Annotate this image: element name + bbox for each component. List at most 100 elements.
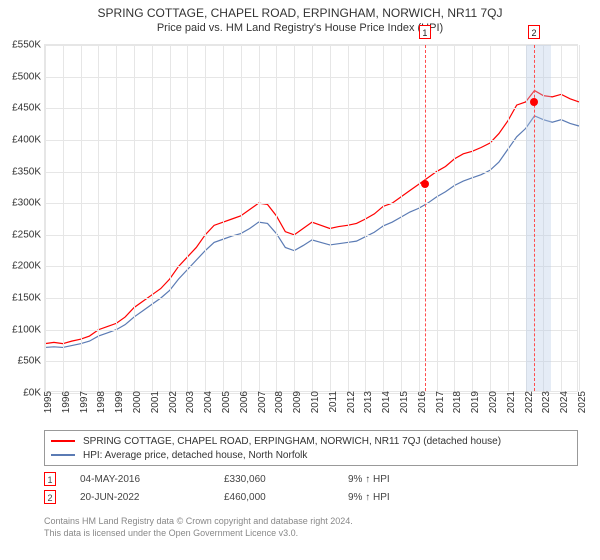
- x-tick-label: 2005: [219, 391, 232, 413]
- x-tick-label: 2016: [415, 391, 428, 413]
- gridline-v: [312, 45, 313, 391]
- x-tick-label: 2012: [344, 391, 357, 413]
- credits: Contains HM Land Registry data © Crown c…: [44, 516, 578, 539]
- x-tick-label: 2002: [166, 391, 179, 413]
- x-tick-label: 2000: [130, 391, 143, 413]
- x-tick-label: 2004: [201, 391, 214, 413]
- legend-row: HPI: Average price, detached house, Nort…: [51, 448, 571, 462]
- x-tick-label: 2011: [326, 391, 339, 413]
- legend-text: SPRING COTTAGE, CHAPEL ROAD, ERPINGHAM, …: [83, 436, 501, 447]
- y-tick-label: £150K: [12, 293, 45, 304]
- gridline-v: [45, 45, 46, 391]
- chart-title-line1: SPRING COTTAGE, CHAPEL ROAD, ERPINGHAM, …: [0, 0, 600, 20]
- gridline-v: [437, 45, 438, 391]
- gridline-h: [45, 77, 577, 78]
- chart-container: SPRING COTTAGE, CHAPEL ROAD, ERPINGHAM, …: [0, 0, 600, 560]
- event-marker-line: [425, 45, 426, 391]
- x-tick-label: 2013: [361, 391, 374, 413]
- gridline-v: [472, 45, 473, 391]
- transaction-row: 104-MAY-2016£330,0609% ↑ HPI: [44, 470, 578, 488]
- x-tick-label: 1997: [77, 391, 90, 413]
- x-tick-label: 2010: [308, 391, 321, 413]
- x-tick-label: 2022: [522, 391, 535, 413]
- x-tick-label: 1996: [59, 391, 72, 413]
- transaction-price: £460,000: [224, 492, 324, 503]
- transaction-date: 04-MAY-2016: [80, 474, 200, 485]
- gridline-v: [365, 45, 366, 391]
- x-tick-label: 2018: [450, 391, 463, 413]
- y-tick-label: £300K: [12, 198, 45, 209]
- gridline-v: [561, 45, 562, 391]
- gridline-v: [205, 45, 206, 391]
- x-tick-label: 2019: [468, 391, 481, 413]
- gridline-v: [63, 45, 64, 391]
- x-tick-label: 2021: [504, 391, 517, 413]
- transaction-num-box: 1: [44, 472, 56, 486]
- gridline-h: [45, 330, 577, 331]
- legend-text: HPI: Average price, detached house, Nort…: [83, 450, 307, 461]
- y-tick-label: £50K: [18, 356, 45, 367]
- y-tick-label: £200K: [12, 261, 45, 272]
- event-marker-line: [534, 45, 535, 391]
- x-tick-label: 2006: [237, 391, 250, 413]
- gridline-v: [187, 45, 188, 391]
- event-marker-box: 2: [528, 25, 540, 39]
- x-tick-label: 2020: [486, 391, 499, 413]
- gridline-v: [134, 45, 135, 391]
- gridline-v: [259, 45, 260, 391]
- gridline-v: [116, 45, 117, 391]
- x-tick-label: 2024: [557, 391, 570, 413]
- transactions-table: 104-MAY-2016£330,0609% ↑ HPI220-JUN-2022…: [44, 470, 578, 506]
- x-tick-label: 1995: [41, 391, 54, 413]
- plot-area: £0K£50K£100K£150K£200K£250K£300K£350K£40…: [44, 44, 578, 392]
- event-marker-point: [530, 98, 538, 106]
- x-tick-label: 2003: [183, 391, 196, 413]
- gridline-v: [152, 45, 153, 391]
- chart-title-line2: Price paid vs. HM Land Registry's House …: [0, 20, 600, 34]
- gridline-h: [45, 266, 577, 267]
- gridline-v: [454, 45, 455, 391]
- x-tick-label: 2001: [148, 391, 161, 413]
- legend-swatch: [51, 440, 75, 442]
- gridline-v: [276, 45, 277, 391]
- legend-row: SPRING COTTAGE, CHAPEL ROAD, ERPINGHAM, …: [51, 434, 571, 448]
- gridline-h: [45, 235, 577, 236]
- y-tick-label: £500K: [12, 71, 45, 82]
- gridline-v: [223, 45, 224, 391]
- gridline-h: [45, 298, 577, 299]
- x-tick-label: 2017: [433, 391, 446, 413]
- transaction-row: 220-JUN-2022£460,0009% ↑ HPI: [44, 488, 578, 506]
- legend-swatch: [51, 454, 75, 456]
- gridline-h: [45, 361, 577, 362]
- transaction-num-box: 2: [44, 490, 56, 504]
- gridline-h: [45, 108, 577, 109]
- credits-line2: This data is licensed under the Open Gov…: [44, 528, 578, 540]
- gridline-v: [579, 45, 580, 391]
- x-tick-label: 2009: [290, 391, 303, 413]
- x-tick-label: 1999: [112, 391, 125, 413]
- gridline-h: [45, 45, 577, 46]
- x-tick-label: 2014: [379, 391, 392, 413]
- legend: SPRING COTTAGE, CHAPEL ROAD, ERPINGHAM, …: [44, 430, 578, 466]
- gridline-v: [419, 45, 420, 391]
- gridline-v: [294, 45, 295, 391]
- y-tick-label: £350K: [12, 166, 45, 177]
- x-tick-label: 1998: [94, 391, 107, 413]
- gridline-h: [45, 172, 577, 173]
- y-tick-label: £400K: [12, 134, 45, 145]
- gridline-v: [383, 45, 384, 391]
- gridline-v: [508, 45, 509, 391]
- gridline-v: [348, 45, 349, 391]
- gridline-h: [45, 140, 577, 141]
- gridline-v: [490, 45, 491, 391]
- x-tick-label: 2015: [397, 391, 410, 413]
- gridline-v: [241, 45, 242, 391]
- gridline-v: [170, 45, 171, 391]
- y-tick-label: £250K: [12, 229, 45, 240]
- gridline-v: [81, 45, 82, 391]
- y-tick-label: £550K: [12, 40, 45, 51]
- gridline-v: [98, 45, 99, 391]
- transaction-price: £330,060: [224, 474, 324, 485]
- y-tick-label: £100K: [12, 324, 45, 335]
- event-marker-point: [421, 180, 429, 188]
